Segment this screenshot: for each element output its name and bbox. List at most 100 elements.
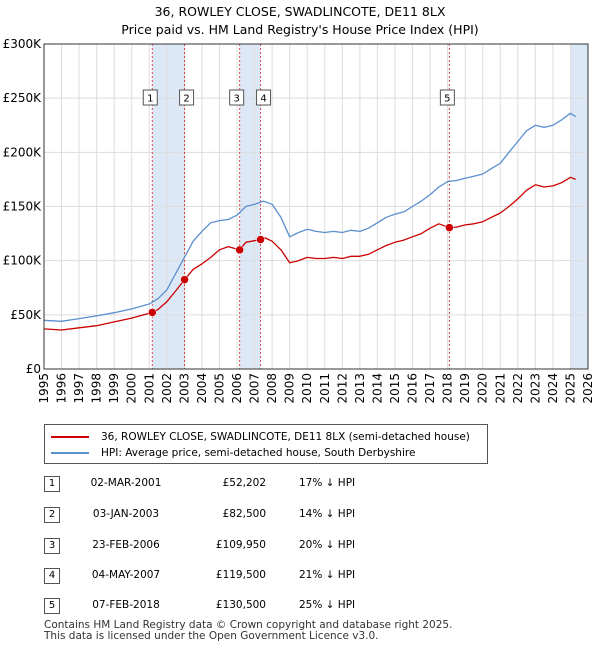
x-tick-label: 2021 [493, 373, 507, 404]
x-tick-label: 2003 [177, 373, 191, 404]
x-tick-label: 2016 [406, 373, 420, 404]
x-tick-label: 1995 [37, 373, 51, 404]
sale-hpi-diff: 14% ↓ HPI [299, 508, 356, 520]
footer: Contains HM Land Registry data © Crown c… [44, 620, 452, 642]
property-line-swatch [51, 436, 89, 438]
sale-number: 5 [44, 598, 60, 614]
copyright-notice: Contains HM Land Registry data © Crown c… [44, 619, 453, 631]
sale-price: £82,500 [222, 508, 266, 520]
x-tick-label: 2017 [423, 373, 437, 404]
sale-date: 03-JAN-2003 [92, 508, 160, 520]
series-lines [43, 112, 577, 331]
x-tick-label: 2010 [300, 373, 314, 404]
sale-points [148, 223, 454, 317]
legend-item-hpi: HPI: Average price, semi-detached house,… [51, 445, 415, 461]
x-tick-label: 2002 [160, 373, 174, 404]
sale-marker-box [142, 89, 158, 106]
sale-marker-number: 5 [444, 94, 450, 105]
chart-subtitle: Price paid vs. HM Land Registry's House … [121, 22, 478, 37]
chart-title: 36, ROWLEY CLOSE, SWADLINCOTE, DE11 8LX [155, 4, 446, 19]
x-tick-label: 2026 [581, 373, 595, 404]
x-tick-label: 2009 [283, 373, 297, 404]
sale-date: 07-FEB-2018 [92, 599, 160, 611]
sale-marker-number: 1 [147, 94, 153, 105]
table-row: 5 07-FEB-2018 £130,500 25% ↓ HPI [44, 598, 464, 616]
x-tick-label: 2004 [195, 373, 209, 404]
grid [43, 43, 589, 370]
x-tick-label: 2024 [546, 373, 560, 404]
sale-number: 1 [44, 476, 60, 492]
property-series-line [43, 176, 576, 331]
sale-marker-label: 5 [439, 89, 455, 106]
x-tick-label: 2022 [511, 373, 525, 404]
legend-hpi-label: HPI: Average price, semi-detached house,… [101, 447, 416, 459]
y-tick-label: £0 [26, 362, 41, 376]
sale-hpi-diff: 25% ↓ HPI [299, 599, 356, 611]
legend-property-label: 36, ROWLEY CLOSE, SWADLINCOTE, DE11 8LX … [101, 431, 470, 443]
sale-marker-box [179, 89, 195, 106]
table-row: 4 04-MAY-2007 £119,500 21% ↓ HPI [44, 568, 464, 586]
table-row: 3 23-FEB-2006 £109,950 20% ↓ HPI [44, 538, 464, 556]
x-tick-label: 2001 [142, 373, 156, 404]
sale-point [148, 308, 157, 317]
hpi-line-swatch [51, 452, 89, 454]
x-tick-label: 2006 [230, 373, 244, 404]
licence-notice: This data is licensed under the Open Gov… [44, 630, 379, 642]
table-row: 1 02-MAR-2001 £52,202 17% ↓ HPI [44, 476, 464, 494]
x-tick-label: 2011 [318, 373, 332, 404]
sale-point [445, 223, 454, 232]
y-axis: £0 £50K £100K £150K £200K £250K £300K [3, 37, 43, 376]
x-tick-label: 1997 [72, 373, 86, 404]
sale-marker-number: 3 [233, 94, 239, 105]
sale-marker-label: 1 [142, 89, 158, 106]
legend-item-property: 36, ROWLEY CLOSE, SWADLINCOTE, DE11 8LX … [51, 429, 470, 445]
sale-marker-box [256, 89, 272, 106]
x-tick-label: 2025 [563, 373, 577, 404]
y-tick-label: £300K [3, 37, 43, 51]
x-tick-label: 2020 [476, 373, 490, 404]
sale-hpi-diff: 21% ↓ HPI [299, 569, 356, 581]
x-tick-label: 1998 [90, 373, 104, 404]
x-tick-label: 2008 [265, 373, 279, 404]
sale-marker-box [439, 89, 455, 106]
x-tick-label: 2014 [370, 373, 384, 404]
sale-number: 3 [44, 538, 60, 554]
plot-frame [43, 43, 589, 370]
sale-price: £130,500 [215, 599, 266, 611]
sale-point [256, 235, 265, 244]
sale-price: £119,500 [215, 569, 266, 581]
y-tick-label: £200K [3, 145, 43, 159]
x-axis: 1995 1996 1997 1998 1999 2000 2001 2002 2003 2004… [37, 373, 595, 404]
sale-price: £109,950 [215, 539, 266, 551]
sale-markers: 1 2 3 4 5 [142, 44, 455, 369]
x-tick-label: 2019 [458, 373, 472, 404]
sale-hpi-diff: 17% ↓ HPI [299, 477, 356, 489]
y-tick-label: £150K [3, 200, 43, 214]
hpi-series-line [43, 112, 577, 322]
sale-date: 04-MAY-2007 [91, 569, 161, 581]
x-tick-label: 2013 [353, 373, 367, 404]
sale-date: 23-FEB-2006 [92, 539, 160, 551]
x-tick-label: 2005 [212, 373, 226, 404]
sale-marker-label: 2 [179, 89, 195, 106]
sale-price: £52,202 [222, 477, 266, 489]
sale-date: 02-MAR-2001 [90, 477, 162, 489]
y-tick-label: £100K [3, 254, 43, 268]
x-tick-label: 2012 [335, 373, 349, 404]
sale-marker-label: 4 [256, 89, 272, 106]
sale-point [180, 275, 189, 284]
sale-hpi-diff: 20% ↓ HPI [299, 539, 356, 551]
price-chart: 36, ROWLEY CLOSE, SWADLINCOTE, DE11 8LX … [3, 4, 595, 404]
sale-marker-number: 2 [183, 94, 189, 105]
x-tick-label: 1996 [55, 373, 69, 404]
sale-number: 4 [44, 568, 60, 584]
y-tick-label: £50K [10, 308, 42, 322]
sale-point [235, 245, 244, 255]
x-tick-label: 2023 [528, 373, 542, 404]
table-row: 2 03-JAN-2003 £82,500 14% ↓ HPI [44, 507, 464, 525]
x-tick-label: 2007 [248, 373, 262, 404]
x-tick-label: 1999 [107, 373, 121, 404]
legend: 36, ROWLEY CLOSE, SWADLINCOTE, DE11 8LX … [44, 424, 488, 464]
x-tick-label: 2000 [125, 373, 139, 404]
x-tick-label: 2015 [388, 373, 402, 404]
